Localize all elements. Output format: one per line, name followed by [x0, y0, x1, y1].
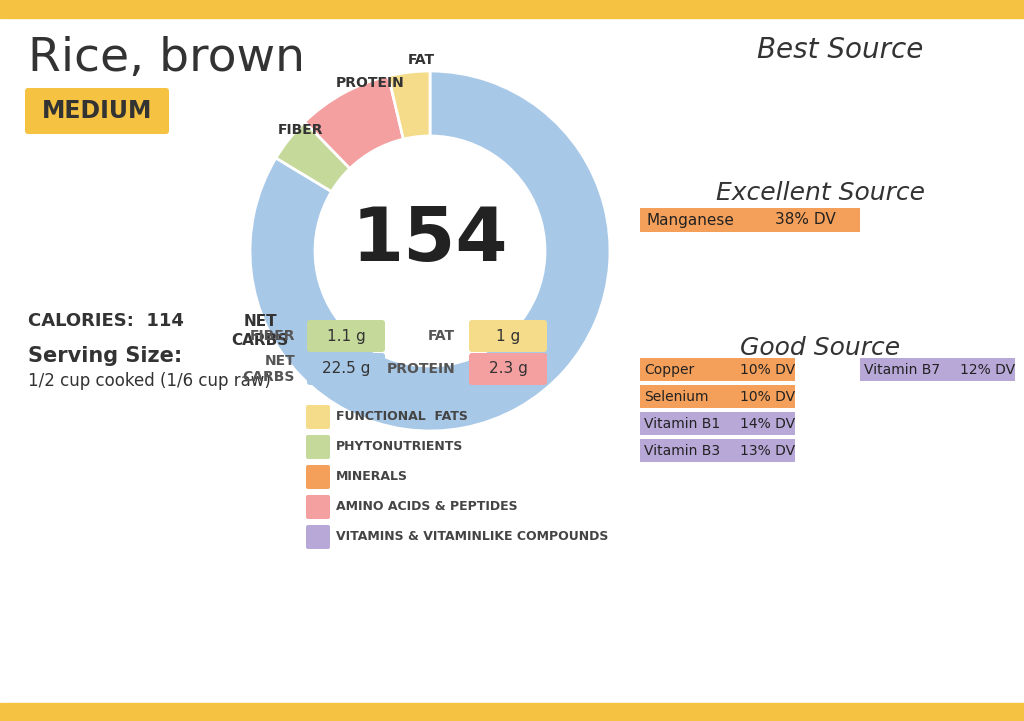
Text: PROTEIN: PROTEIN: [336, 76, 404, 89]
Text: NET
CARBS: NET CARBS: [231, 314, 289, 348]
FancyBboxPatch shape: [306, 405, 330, 429]
Text: 154: 154: [351, 205, 508, 278]
Text: 14% DV: 14% DV: [740, 417, 795, 431]
FancyBboxPatch shape: [306, 525, 330, 549]
FancyBboxPatch shape: [640, 412, 795, 435]
Text: Manganese: Manganese: [646, 213, 734, 228]
Text: Serving Size:: Serving Size:: [28, 346, 182, 366]
Text: 1/2 cup cooked (1/6 cup raw): 1/2 cup cooked (1/6 cup raw): [28, 372, 271, 390]
FancyBboxPatch shape: [307, 320, 385, 352]
FancyBboxPatch shape: [640, 385, 795, 408]
Text: 1.1 g: 1.1 g: [327, 329, 366, 343]
Text: FIBER: FIBER: [278, 123, 323, 137]
Text: Rice, brown: Rice, brown: [28, 36, 305, 81]
FancyBboxPatch shape: [860, 358, 1015, 381]
Text: Selenium: Selenium: [644, 390, 709, 404]
Text: 13% DV: 13% DV: [740, 444, 795, 458]
Text: NET
CARBS: NET CARBS: [243, 354, 295, 384]
FancyBboxPatch shape: [640, 358, 795, 381]
Text: 2.3 g: 2.3 g: [488, 361, 527, 376]
Text: FIBER: FIBER: [250, 329, 295, 343]
Text: FAT: FAT: [428, 329, 455, 343]
Wedge shape: [250, 71, 610, 431]
Bar: [0, 0, 1024, 18]
Text: PROTEIN: PROTEIN: [386, 362, 455, 376]
Text: 1 g: 1 g: [496, 329, 520, 343]
Text: 22.5 g: 22.5 g: [322, 361, 371, 376]
FancyBboxPatch shape: [307, 353, 385, 385]
FancyBboxPatch shape: [306, 495, 330, 519]
Text: Best Source: Best Source: [757, 36, 924, 64]
Wedge shape: [275, 122, 350, 192]
Text: 10% DV: 10% DV: [740, 363, 795, 377]
FancyBboxPatch shape: [306, 435, 330, 459]
FancyBboxPatch shape: [640, 208, 860, 232]
Text: 10% DV: 10% DV: [740, 390, 795, 404]
Text: Vitamin B7: Vitamin B7: [864, 363, 940, 377]
FancyBboxPatch shape: [640, 439, 795, 462]
FancyBboxPatch shape: [25, 88, 169, 134]
Text: Copper: Copper: [644, 363, 694, 377]
Text: MEDIUM: MEDIUM: [42, 99, 153, 123]
Text: MINERALS: MINERALS: [336, 471, 408, 484]
FancyBboxPatch shape: [469, 353, 547, 385]
Text: 38% DV: 38% DV: [775, 213, 836, 228]
Text: 12% DV: 12% DV: [961, 363, 1015, 377]
FancyBboxPatch shape: [469, 320, 547, 352]
Text: PHYTONUTRIENTS: PHYTONUTRIENTS: [336, 441, 464, 454]
Text: Vitamin B3: Vitamin B3: [644, 444, 720, 458]
Text: Excellent Source: Excellent Source: [716, 181, 925, 205]
Text: FAT: FAT: [408, 53, 434, 67]
Text: AMINO ACIDS & PEPTIDES: AMINO ACIDS & PEPTIDES: [336, 500, 517, 513]
Text: CALORIES:  114: CALORIES: 114: [28, 312, 184, 330]
Wedge shape: [388, 71, 430, 139]
Text: VITAMINS & VITAMINLIKE COMPOUNDS: VITAMINS & VITAMINLIKE COMPOUNDS: [336, 531, 608, 544]
Text: Vitamin B1: Vitamin B1: [644, 417, 720, 431]
Wedge shape: [304, 76, 403, 169]
Bar: [0, 703, 1024, 721]
FancyBboxPatch shape: [306, 465, 330, 489]
Text: Good Source: Good Source: [740, 336, 900, 360]
Text: FUNCTIONAL  FATS: FUNCTIONAL FATS: [336, 410, 468, 423]
